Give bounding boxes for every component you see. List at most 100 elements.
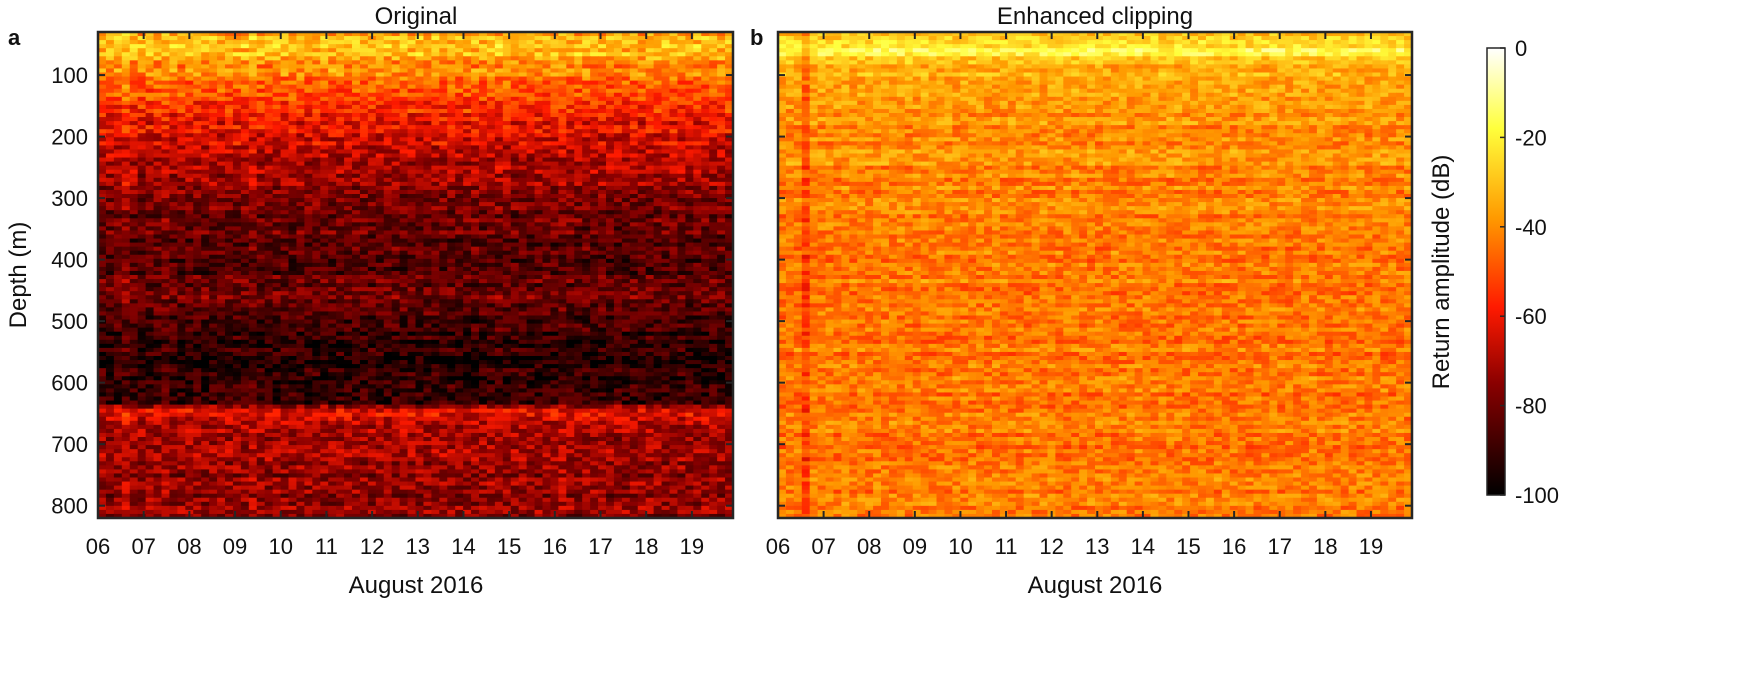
heatmap-cell	[129, 108, 139, 114]
heatmap-cell	[232, 226, 242, 232]
heatmap-cell	[312, 137, 321, 142]
heatmap-cell	[121, 40, 131, 45]
heatmap-cell	[693, 88, 702, 94]
heatmap-cell	[240, 173, 250, 179]
heatmap-cell	[280, 52, 290, 57]
heatmap-cell	[613, 72, 623, 78]
heatmap-cell	[352, 64, 361, 70]
heatmap-cell	[336, 36, 345, 41]
heatmap-cell	[455, 194, 464, 199]
heatmap-cell	[550, 104, 559, 110]
heatmap-cell	[693, 173, 702, 179]
heatmap-cell	[407, 64, 417, 70]
heatmap-cell	[304, 250, 313, 256]
heatmap-cell	[621, 250, 631, 256]
heatmap-cell	[653, 165, 663, 171]
heatmap-cell	[264, 64, 274, 70]
heatmap-cell	[494, 185, 504, 191]
heatmap-cell	[685, 169, 694, 175]
heatmap-cell	[225, 129, 234, 134]
heatmap-cell	[336, 52, 345, 57]
heatmap-cell	[209, 80, 218, 86]
heatmap-cell	[98, 133, 107, 138]
heatmap-cell	[590, 80, 599, 86]
heatmap-cell	[613, 36, 623, 41]
heatmap-cell	[661, 56, 671, 61]
heatmap-cell	[232, 80, 242, 86]
heatmap-cell	[637, 149, 647, 155]
heatmap-cell	[391, 226, 401, 232]
heatmap-cell	[161, 153, 171, 159]
heatmap-cell	[510, 149, 520, 155]
heatmap-cell	[312, 72, 321, 78]
heatmap-cell	[225, 141, 234, 146]
heatmap-cell	[717, 60, 726, 65]
heatmap-cell	[193, 161, 202, 167]
heatmap-cell	[320, 145, 329, 151]
heatmap-cell	[328, 181, 337, 187]
heatmap-cell	[558, 250, 567, 256]
heatmap-cell	[407, 141, 417, 146]
heatmap-cell	[486, 262, 496, 268]
heatmap-cell	[121, 108, 131, 114]
heatmap-cell	[232, 246, 242, 252]
heatmap-cell	[526, 173, 536, 179]
heatmap-cell	[105, 100, 115, 106]
heatmap-cell	[701, 202, 710, 207]
heatmap-cell	[129, 198, 139, 203]
heatmap-cell	[725, 100, 734, 106]
heatmap-cell	[471, 230, 480, 236]
heatmap-cell	[328, 60, 337, 65]
heatmap-cell	[629, 189, 639, 195]
heatmap-cell	[574, 226, 583, 232]
heatmap-cell	[225, 88, 234, 94]
heatmap-cell	[248, 198, 258, 203]
heatmap-cell	[669, 189, 679, 195]
heatmap-cell	[225, 68, 234, 74]
heatmap-cell	[177, 250, 186, 256]
heatmap-cell	[526, 250, 536, 256]
heatmap-cell	[161, 177, 171, 183]
heatmap-cell	[693, 72, 702, 78]
heatmap-cell	[367, 238, 377, 244]
heatmap-cell	[542, 222, 552, 227]
heatmap-cell	[336, 254, 345, 260]
heatmap-cell	[153, 226, 163, 232]
heatmap-cell	[201, 198, 210, 203]
heatmap-cell	[352, 149, 361, 155]
heatmap-cell	[582, 56, 591, 61]
heatmap-cell	[479, 266, 488, 272]
heatmap-cell	[621, 36, 631, 41]
heatmap-cell	[153, 258, 163, 264]
heatmap-cell	[471, 113, 480, 118]
heatmap-cell	[209, 254, 218, 260]
heatmap-cell	[352, 206, 361, 211]
heatmap-cell	[280, 129, 290, 134]
heatmap-cell	[225, 36, 234, 41]
heatmap-cell	[661, 250, 671, 256]
heatmap-cell	[248, 279, 258, 284]
heatmap-cell	[709, 258, 718, 264]
heatmap-cell	[486, 32, 496, 37]
heatmap-cell	[423, 60, 432, 65]
heatmap-cell	[717, 137, 726, 142]
heatmap-cell	[105, 254, 115, 260]
heatmap-cell	[193, 275, 202, 280]
heatmap-cell	[320, 68, 329, 74]
heatmap-cell	[526, 226, 536, 232]
heatmap-cell	[455, 48, 464, 53]
heatmap-cell	[391, 161, 401, 167]
heatmap-cell	[383, 279, 393, 284]
heatmap-cell	[582, 84, 591, 90]
heatmap-cell	[637, 68, 647, 74]
heatmap-cell	[725, 258, 734, 264]
heatmap-cell	[256, 262, 266, 268]
heatmap-cell	[455, 218, 464, 223]
heatmap-cell	[669, 250, 679, 256]
heatmap-cell	[375, 262, 385, 268]
heatmap-cell	[336, 84, 345, 90]
heatmap-cell	[320, 254, 329, 260]
heatmap-cell	[447, 185, 456, 191]
heatmap-cell	[455, 125, 464, 130]
